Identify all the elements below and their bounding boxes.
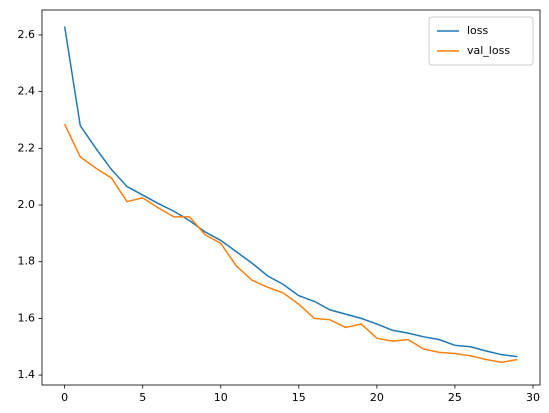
x-tick-label: 25 bbox=[448, 391, 462, 404]
x-tick-label: 30 bbox=[526, 391, 540, 404]
x-tick-label: 10 bbox=[214, 391, 228, 404]
legend: loss val_loss bbox=[428, 16, 534, 66]
x-tick-label: 5 bbox=[139, 391, 146, 404]
line bbox=[63, 26, 518, 358]
line bbox=[63, 123, 518, 364]
y-tick-label: 2.6 bbox=[18, 28, 36, 41]
axes-frame bbox=[41, 9, 541, 386]
y-tick-label: 2.0 bbox=[18, 198, 36, 211]
legend-box bbox=[428, 16, 534, 66]
legend-label: loss bbox=[467, 24, 489, 37]
y-tick-label: 2.4 bbox=[18, 85, 36, 98]
x-tick-label: 15 bbox=[292, 391, 306, 404]
y-tick-label: 1.8 bbox=[18, 255, 36, 268]
x-tick-label: 0 bbox=[61, 391, 68, 404]
x-tick-label: 20 bbox=[370, 391, 384, 404]
y-tick-label: 1.4 bbox=[18, 368, 36, 381]
y-tick-label: 1.6 bbox=[18, 311, 36, 324]
y-tick-label: 2.2 bbox=[18, 141, 36, 154]
legend-label: val_loss bbox=[467, 44, 510, 57]
